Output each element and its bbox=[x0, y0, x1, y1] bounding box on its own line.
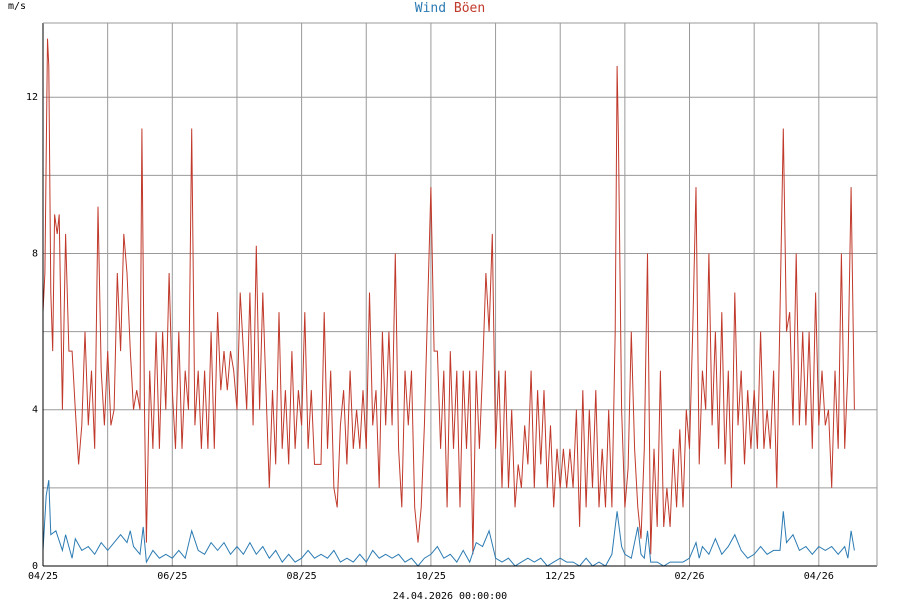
grid-lines bbox=[43, 23, 877, 566]
x-tick-label: 10/25 bbox=[416, 571, 446, 582]
y-tick-label: 4 bbox=[32, 405, 38, 416]
title-wind: Wind bbox=[415, 1, 446, 16]
x-tick-label: 02/26 bbox=[674, 571, 704, 582]
axes bbox=[42, 22, 878, 567]
x-tick-label: 12/25 bbox=[545, 571, 575, 582]
y-tick-label: 0 bbox=[32, 561, 38, 572]
x-axis-label: 24.04.2026 00:00:00 bbox=[393, 591, 507, 600]
x-tick-label: 06/25 bbox=[157, 571, 187, 582]
series-lines bbox=[42, 38, 855, 567]
y-tick-labels: 0 4 8 12 bbox=[26, 92, 38, 572]
y-tick-label: 12 bbox=[26, 92, 38, 103]
y-axis-label: m/s bbox=[8, 1, 26, 12]
series-boeen-line bbox=[42, 38, 855, 555]
x-tick-label: 04/25 bbox=[28, 571, 58, 582]
x-tick-label: 08/25 bbox=[287, 571, 317, 582]
y-tick-label: 8 bbox=[32, 248, 38, 259]
title-boeen: Böen bbox=[454, 1, 485, 16]
x-tick-label: 04/26 bbox=[804, 571, 834, 582]
chart-title: Wind Böen bbox=[415, 1, 485, 16]
x-tick-labels: 04/25 06/25 08/25 10/25 12/25 02/26 04/26 bbox=[28, 571, 834, 582]
series-wind-line bbox=[42, 480, 855, 567]
